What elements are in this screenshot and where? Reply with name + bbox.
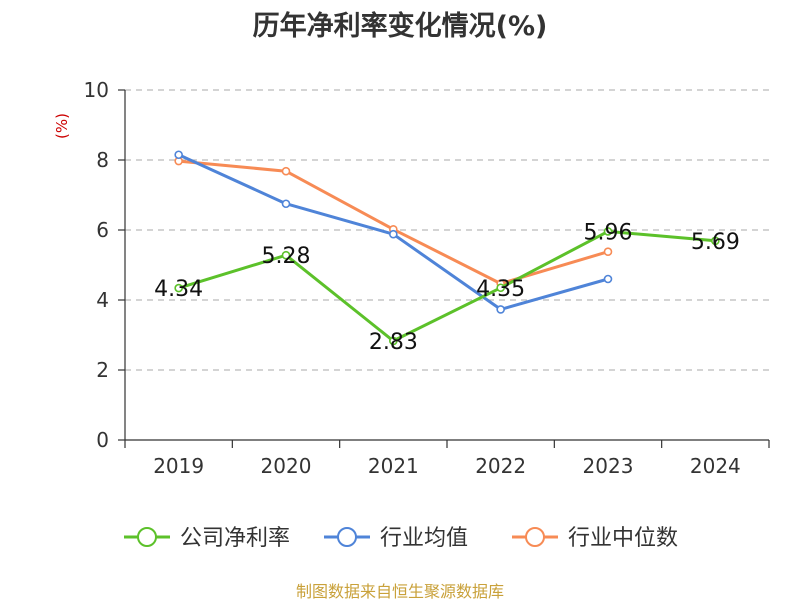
x-tick-label-2021: 2021	[368, 454, 419, 478]
x-tick-label-2020: 2020	[261, 454, 312, 478]
x-tick-label-2019: 2019	[153, 454, 204, 478]
data-label-2020: 5.28	[262, 244, 311, 269]
data-label-2019: 4.34	[154, 277, 203, 302]
legend-label-2: 行业中位数	[568, 526, 678, 551]
x-tick-label-2023: 2023	[583, 454, 634, 478]
x-tick-label-2022: 2022	[475, 454, 526, 478]
series-line-0	[178, 229, 716, 343]
series-0-point-2022	[496, 283, 505, 293]
y-tick-label-4: 4	[96, 288, 109, 312]
y-tick-label-6: 6	[96, 218, 109, 242]
series-1-point-2021	[389, 229, 398, 239]
data-label-2021: 2.83	[369, 330, 418, 355]
series-2-point-2023	[603, 247, 613, 256]
y-tick-label-10: 10	[84, 78, 109, 102]
legend-marker-2	[525, 527, 545, 547]
data-label-2024: 5.69	[691, 230, 740, 255]
data-label-2022: 4.35	[476, 277, 525, 302]
data-label-2023: 5.96	[584, 220, 633, 245]
series-0-point-2024	[711, 236, 720, 246]
series-1-point-2019	[174, 150, 183, 160]
series-2-point-2020	[281, 166, 291, 176]
y-axis-label: (%)	[53, 113, 71, 139]
series-0-point-2021	[389, 336, 398, 346]
x-tick-label-2024: 2024	[690, 454, 741, 478]
y-tick-label-0: 0	[96, 428, 109, 452]
legend-label-0: 公司净利率	[180, 526, 290, 551]
series-1-point-2022	[496, 305, 505, 314]
legend-marker-1	[337, 527, 357, 547]
legend-label-1: 行业均值	[380, 526, 468, 551]
legend-marker-0	[137, 527, 157, 547]
y-tick-label-8: 8	[96, 148, 109, 172]
series-1-point-2023	[603, 274, 613, 284]
source-note: 制图数据来自恒生聚源数据库	[295, 582, 504, 601]
series-0-point-2023	[603, 227, 613, 236]
chart-title: 历年净利率变化情况(%)	[252, 11, 548, 42]
series-0-point-2019	[174, 283, 183, 293]
y-tick-label-2: 2	[96, 358, 109, 382]
series-0-point-2020	[281, 250, 291, 260]
series-1-point-2020	[281, 199, 291, 209]
